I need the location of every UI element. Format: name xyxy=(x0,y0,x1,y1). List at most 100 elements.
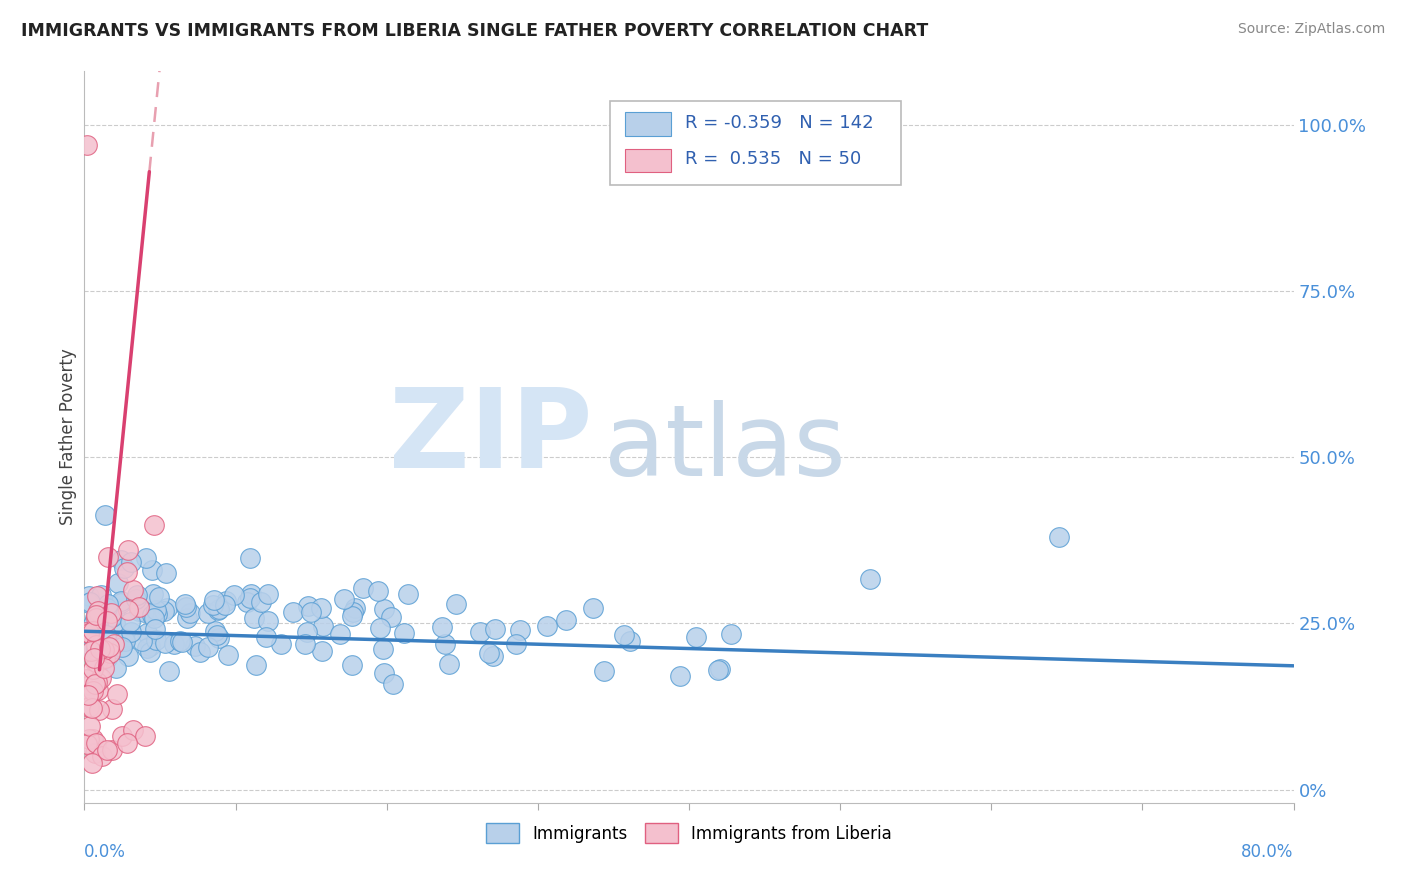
Point xyxy=(84,643,107,657)
Point xyxy=(294,637,316,651)
Point xyxy=(136,640,159,655)
Point xyxy=(100,609,122,624)
Point xyxy=(77,589,100,603)
Point xyxy=(125,591,148,606)
Point xyxy=(208,631,231,645)
Point xyxy=(82,732,104,747)
Point xyxy=(105,661,128,675)
Point xyxy=(77,732,100,747)
Point xyxy=(509,623,531,637)
Point xyxy=(430,620,453,634)
Point xyxy=(94,628,117,642)
Point xyxy=(254,630,277,644)
Point xyxy=(82,624,104,638)
Point xyxy=(340,608,363,623)
Point xyxy=(96,614,118,628)
Point xyxy=(87,703,110,717)
Point xyxy=(79,595,101,609)
Point xyxy=(145,602,167,616)
Point xyxy=(82,616,104,631)
Point xyxy=(97,549,120,564)
Point xyxy=(80,756,103,770)
Point xyxy=(86,589,108,603)
Point xyxy=(77,688,100,702)
Point xyxy=(77,627,100,641)
Point xyxy=(207,603,229,617)
Point xyxy=(153,604,176,618)
Point xyxy=(75,682,97,697)
Point xyxy=(141,607,163,622)
Point xyxy=(76,737,98,751)
Point xyxy=(82,662,104,676)
Point xyxy=(145,632,167,647)
Point xyxy=(98,647,121,661)
Point xyxy=(86,674,108,689)
Point xyxy=(582,601,605,615)
Point xyxy=(197,606,219,620)
Point xyxy=(117,648,139,663)
Point xyxy=(184,639,207,653)
Point xyxy=(80,628,103,642)
Point xyxy=(153,635,176,649)
Point xyxy=(250,594,273,608)
Text: 0.0%: 0.0% xyxy=(84,843,127,861)
Point xyxy=(82,642,104,657)
Point xyxy=(156,600,179,615)
Point xyxy=(107,576,129,591)
Point xyxy=(84,611,107,625)
Point xyxy=(84,638,107,652)
Point xyxy=(135,550,157,565)
Point xyxy=(343,600,366,615)
Point xyxy=(172,635,194,649)
Point xyxy=(89,642,111,657)
Point xyxy=(309,601,332,615)
Point xyxy=(373,665,395,680)
Point xyxy=(536,619,558,633)
Point xyxy=(859,572,882,586)
Point xyxy=(239,591,262,606)
Point xyxy=(245,658,267,673)
Point xyxy=(118,615,141,629)
Point xyxy=(174,600,197,615)
Point xyxy=(329,627,352,641)
Point xyxy=(139,639,162,653)
Point xyxy=(205,628,228,642)
Point xyxy=(125,587,148,601)
Point xyxy=(333,592,356,607)
Point xyxy=(146,607,169,621)
Point xyxy=(77,638,100,652)
Text: IMMIGRANTS VS IMMIGRANTS FROM LIBERIA SINGLE FATHER POVERTY CORRELATION CHART: IMMIGRANTS VS IMMIGRANTS FROM LIBERIA SI… xyxy=(21,22,928,40)
Point xyxy=(619,634,641,648)
Point xyxy=(470,625,492,640)
Legend: Immigrants, Immigrants from Liberia: Immigrants, Immigrants from Liberia xyxy=(479,817,898,849)
Point xyxy=(215,594,238,608)
Point xyxy=(96,601,118,615)
Text: Source: ZipAtlas.com: Source: ZipAtlas.com xyxy=(1237,22,1385,37)
Point xyxy=(174,597,197,611)
Point xyxy=(104,616,127,631)
Point xyxy=(437,657,460,671)
Point xyxy=(94,651,117,665)
Point xyxy=(204,624,226,638)
Point xyxy=(709,662,731,676)
Point xyxy=(685,630,707,644)
Point xyxy=(83,656,105,670)
Point xyxy=(110,553,132,567)
Point xyxy=(114,634,136,648)
Point xyxy=(87,612,110,626)
Point xyxy=(90,589,112,603)
Point xyxy=(96,742,118,756)
Point xyxy=(236,595,259,609)
Y-axis label: Single Father Poverty: Single Father Poverty xyxy=(59,349,77,525)
Point xyxy=(295,625,318,640)
Point xyxy=(446,597,468,611)
Point xyxy=(283,605,305,619)
Point xyxy=(105,687,128,701)
Point xyxy=(380,610,402,624)
Point xyxy=(142,587,165,601)
Point xyxy=(111,640,134,654)
Point xyxy=(373,642,395,657)
Point xyxy=(100,606,122,620)
Point xyxy=(139,645,162,659)
Point xyxy=(382,677,405,691)
